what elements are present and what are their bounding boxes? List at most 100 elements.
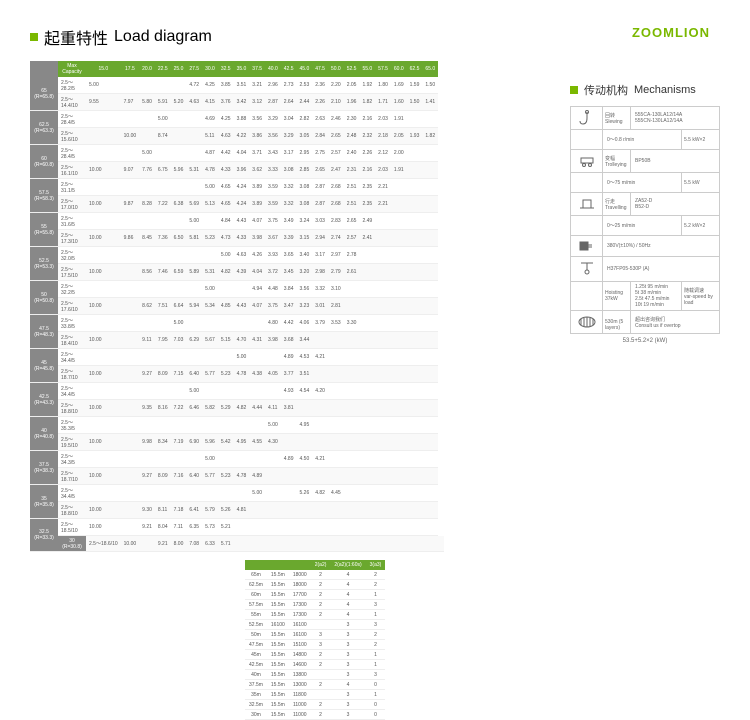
value-cell: 10.00 — [86, 264, 121, 281]
value-cell — [121, 366, 140, 383]
value-cell — [155, 77, 171, 94]
value-cell — [328, 332, 344, 349]
value-cell: 3.44 — [297, 332, 313, 349]
value-cell — [249, 349, 265, 366]
value-cell: 4.95 — [297, 417, 313, 434]
value-cell: 2.61 — [344, 264, 360, 281]
value-cell: 2.79 — [328, 264, 344, 281]
cap-label: Max Capacity — [58, 61, 86, 77]
value-cell: 3.21 — [249, 77, 265, 94]
value-cell — [407, 485, 423, 502]
sub-cell: 11000 — [289, 700, 311, 710]
sub-cell: 15.5m — [267, 580, 289, 590]
value-cell — [265, 502, 281, 519]
value-cell: 4.89 — [249, 468, 265, 485]
value-cell — [344, 434, 360, 451]
sub-cell: 57.5m — [245, 600, 267, 610]
value-cell: 5.31 — [186, 162, 202, 179]
value-cell — [312, 468, 328, 485]
value-cell — [391, 400, 407, 417]
value-cell: 1.91 — [391, 111, 407, 128]
value-cell: 4.82 — [312, 485, 328, 502]
value-cell — [344, 383, 360, 400]
value-cell: 3.47 — [281, 298, 297, 315]
value-cell — [391, 213, 407, 230]
value-cell: 5.00 — [249, 485, 265, 502]
value-cell: 2.26 — [359, 145, 375, 162]
value-cell — [249, 417, 265, 434]
value-cell: 5.13 — [202, 196, 218, 213]
value-cell: 4.44 — [249, 400, 265, 417]
value-cell — [234, 536, 250, 552]
sub-cell: 62.5m — [245, 580, 267, 590]
value-cell — [375, 315, 391, 332]
value-cell — [407, 264, 423, 281]
value-cell — [328, 468, 344, 485]
sub-cell: 35m — [245, 690, 267, 700]
value-cell — [328, 519, 344, 536]
value-cell — [86, 417, 121, 434]
title-bullet — [30, 33, 38, 41]
value-cell — [328, 502, 344, 519]
sub-cell: 3 — [311, 640, 331, 650]
value-cell — [391, 434, 407, 451]
value-cell — [171, 111, 187, 128]
value-cell: 3.40 — [297, 247, 313, 264]
value-cell: 4.07 — [249, 213, 265, 230]
value-cell — [312, 417, 328, 434]
value-cell: 3.53 — [328, 315, 344, 332]
value-cell — [171, 145, 187, 162]
row-header: 30(R=30.8) — [58, 536, 86, 552]
value-cell: 1.50 — [422, 77, 438, 94]
sub-cell: 11000 — [289, 710, 311, 720]
value-cell: 3.45 — [281, 264, 297, 281]
value-cell: 3.03 — [312, 213, 328, 230]
sub-cell: 4 — [330, 610, 365, 620]
value-cell — [121, 213, 140, 230]
value-cell — [186, 128, 202, 145]
value-cell — [155, 315, 171, 332]
value-cell: 5.96 — [202, 434, 218, 451]
value-cell: 7.51 — [155, 298, 171, 315]
value-cell: 2.41 — [359, 230, 375, 247]
value-cell — [249, 315, 265, 332]
value-cell: 4.42 — [218, 145, 234, 162]
value-cell: 4.07 — [249, 298, 265, 315]
value-cell: 3.42 — [234, 94, 250, 111]
grp-hdr: 3(a3) — [366, 560, 386, 570]
col-header: 65.0 — [422, 61, 438, 77]
range-cell: 2.5～17.0/10 — [58, 196, 86, 213]
value-cell — [281, 536, 297, 552]
value-cell: 4.45 — [328, 485, 344, 502]
value-cell — [391, 383, 407, 400]
grp-hdr: 2(a2)(1:60s) — [330, 560, 365, 570]
sub-cell: 4 — [330, 590, 365, 600]
value-cell — [422, 264, 438, 281]
value-cell: 4.31 — [249, 332, 265, 349]
sub-cell: 0 — [366, 680, 386, 690]
value-cell — [407, 468, 423, 485]
range-cell: 2.5～16.1/10 — [58, 162, 86, 179]
sub-cell: 2 — [311, 610, 331, 620]
mech-value: 超出咨询我们Consult us if overtop — [631, 314, 719, 331]
value-cell: 2.32 — [359, 128, 375, 145]
value-cell — [375, 332, 391, 349]
value-cell: 4.11 — [265, 400, 281, 417]
sub-cell: 3 — [330, 700, 365, 710]
value-cell: 2.51 — [344, 196, 360, 213]
col-header: 30.0 — [202, 61, 218, 77]
value-cell — [155, 349, 171, 366]
value-cell: 2.03 — [375, 111, 391, 128]
value-cell: 4.50 — [297, 451, 313, 468]
mech-label: 行走Travelling — [603, 193, 631, 215]
value-cell: 1.41 — [422, 94, 438, 111]
sub-cell: 18000 — [289, 570, 311, 580]
value-cell — [391, 485, 407, 502]
value-cell: 2.03 — [375, 162, 391, 179]
sub-cell: 40m — [245, 670, 267, 680]
sub-cell: 16100 — [289, 630, 311, 640]
value-cell: 3.24 — [297, 213, 313, 230]
value-cell: 9.98 — [139, 434, 155, 451]
value-cell: 4.89 — [281, 349, 297, 366]
value-cell: 4.84 — [218, 213, 234, 230]
